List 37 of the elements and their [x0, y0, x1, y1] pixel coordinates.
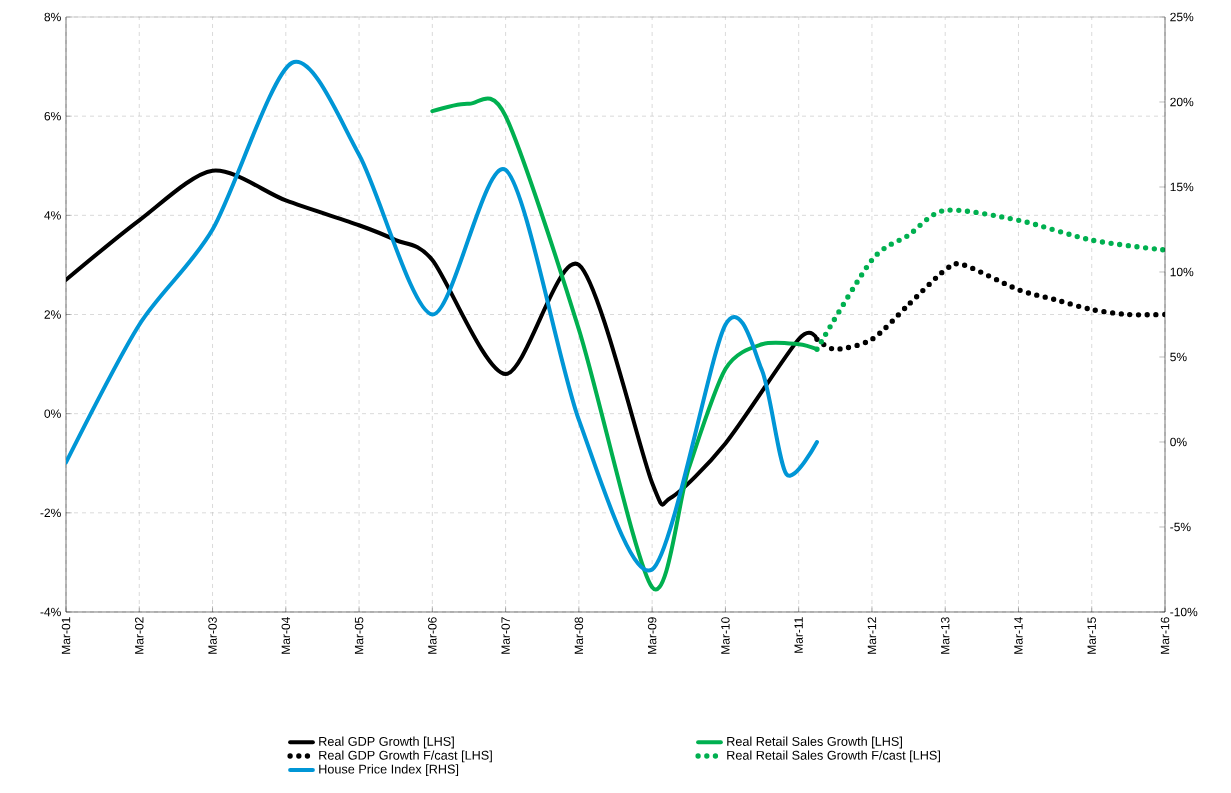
y-tick-label: 0%	[44, 409, 61, 418]
y-tick-label: -4%	[40, 607, 61, 617]
legend-label: Real Retail Sales Growth F/cast [LHS]	[727, 750, 940, 763]
y-tick-label: 8%	[44, 12, 61, 22]
legend-label: Real GDP Growth F/cast [LHS]	[319, 750, 492, 763]
x-tick-label: Mar-11	[794, 617, 803, 653]
x-tick-label: Mar-04	[281, 617, 291, 654]
y2-tick-label: 25%	[1170, 12, 1194, 22]
x-tick-label: Mar-14	[1014, 617, 1023, 654]
legend-label: House Price Index [RHS]	[319, 764, 459, 777]
x-tick-label: Mar-03	[208, 617, 217, 654]
x-tick-label: Mar-07	[501, 617, 510, 654]
x-tick-label: Mar-01	[61, 617, 71, 654]
y2-tick-label: 0%	[1170, 437, 1187, 447]
legend-label: Real Retail Sales Growth [LHS]	[727, 736, 902, 749]
x-tick-label: Mar-08	[574, 617, 584, 654]
x-tick-label: Mar-02	[135, 617, 144, 654]
x-tick-label: Mar-09	[647, 617, 657, 654]
y2-tick-label: 15%	[1170, 182, 1194, 192]
y-tick-label: 2%	[44, 310, 61, 319]
legend-label: Real GDP Growth [LHS]	[319, 736, 454, 749]
y2-tick-label: -10%	[1170, 607, 1198, 617]
x-tick-label: Mar-10	[721, 617, 730, 654]
y-tick-label: 6%	[44, 111, 61, 121]
y2-tick-label: 20%	[1170, 97, 1194, 107]
y2-tick-label: 5%	[1170, 352, 1187, 362]
y2-tick-label: -5%	[1170, 522, 1191, 532]
x-tick-label: Mar-13	[940, 617, 950, 654]
x-tick-label: Mar-12	[867, 617, 877, 654]
x-tick-label: Mar-06	[428, 617, 437, 654]
y-tick-label: -2%	[40, 508, 61, 518]
x-tick-label: Mar-05	[354, 617, 364, 654]
y2-tick-label: 10%	[1170, 267, 1194, 277]
x-tick-label: Mar-16	[1160, 617, 1170, 654]
line-series	[66, 60, 819, 572]
y-tick-label: 4%	[44, 211, 61, 220]
x-tick-label: Mar-15	[1087, 617, 1096, 654]
